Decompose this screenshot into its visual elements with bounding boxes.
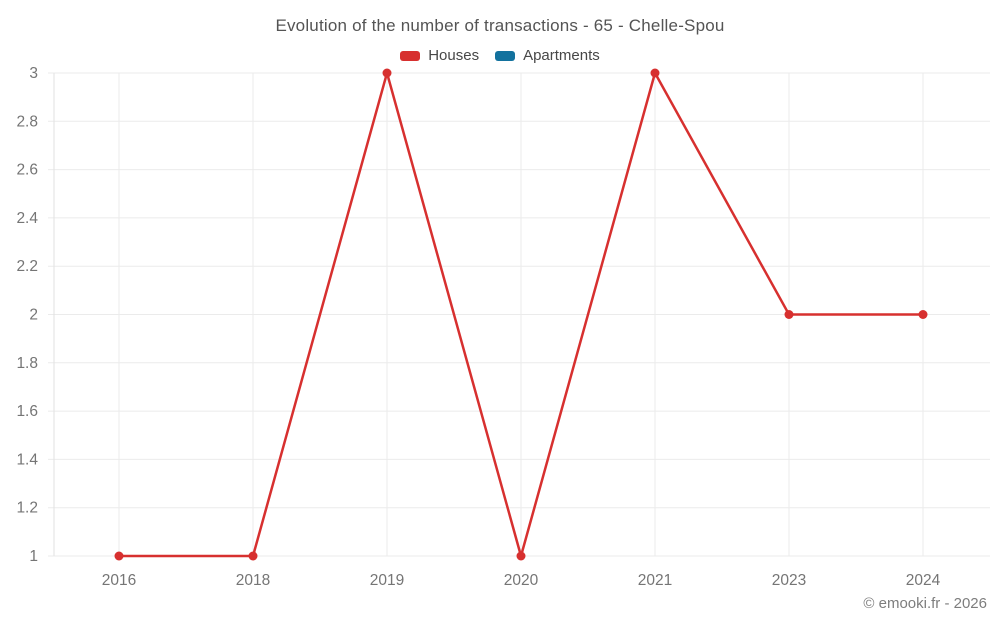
- x-tick-label: 2019: [370, 572, 404, 589]
- y-tick-label: 2: [29, 307, 38, 324]
- y-tick-label: 1.6: [16, 403, 38, 420]
- y-tick-label: 2.6: [16, 162, 38, 179]
- y-tick-label: 3: [29, 65, 38, 82]
- y-tick-label: 1: [29, 548, 38, 565]
- x-tick-label: 2021: [638, 572, 672, 589]
- legend-item-apartments[interactable]: Apartments: [495, 47, 600, 64]
- y-tick-label: 2.4: [16, 210, 38, 227]
- houses-point[interactable]: [114, 551, 124, 561]
- y-tick-label: 1.8: [16, 355, 38, 372]
- houses-point[interactable]: [516, 551, 526, 561]
- houses-point[interactable]: [248, 551, 258, 561]
- houses-swatch-icon: [400, 50, 421, 61]
- y-tick-label: 2.8: [16, 113, 38, 130]
- houses-point[interactable]: [784, 310, 794, 319]
- y-tick-label: 2.2: [16, 258, 38, 275]
- legend: Houses Apartments: [0, 47, 1000, 64]
- chart-title: Evolution of the number of transactions …: [275, 16, 725, 35]
- houses-point[interactable]: [918, 310, 928, 319]
- x-tick-label: 2018: [236, 572, 270, 589]
- copyright-text: © emooki.fr - 2026: [863, 595, 987, 612]
- y-tick-label: 1.4: [16, 451, 38, 468]
- houses-point[interactable]: [382, 68, 392, 78]
- x-tick-label: 2023: [772, 572, 806, 589]
- x-tick-label: 2016: [102, 572, 136, 589]
- legend-label-houses: Houses: [428, 47, 480, 64]
- houses-point[interactable]: [650, 68, 660, 78]
- apartments-swatch-icon: [495, 50, 516, 61]
- x-tick-label: 2024: [906, 572, 941, 589]
- y-tick-label: 1.2: [16, 500, 38, 517]
- legend-label-apartments: Apartments: [523, 47, 600, 64]
- legend-item-houses[interactable]: Houses: [400, 47, 479, 64]
- x-tick-label: 2020: [504, 572, 539, 589]
